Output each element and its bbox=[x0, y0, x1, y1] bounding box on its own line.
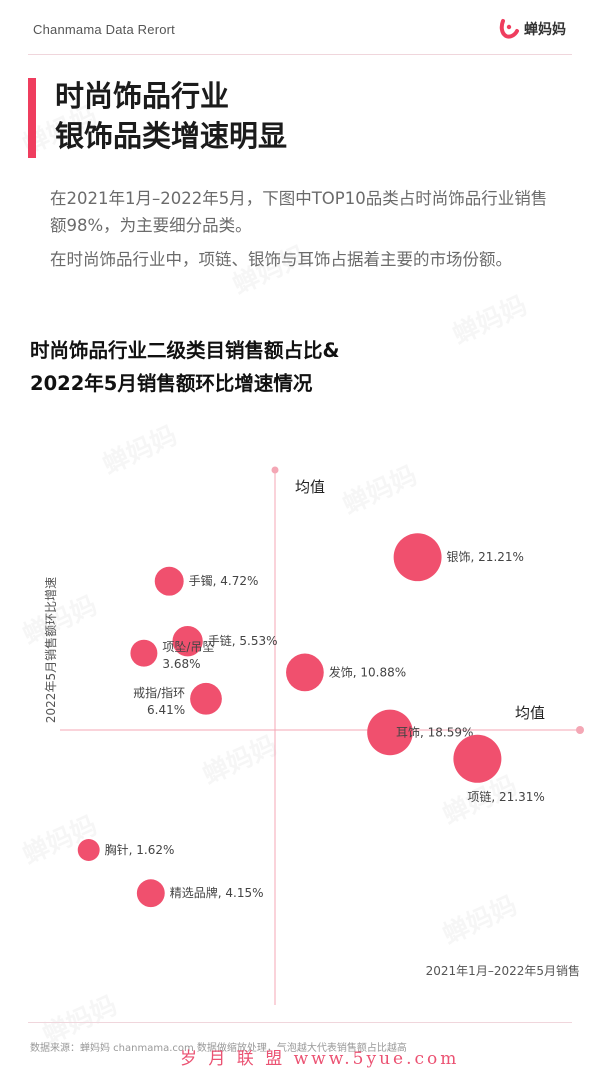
title-accent-bar bbox=[28, 78, 36, 158]
intro-paragraph-2: 在时尚饰品行业中，项链、银饰与耳饰占据着主要的市场份额。 bbox=[50, 250, 512, 269]
bubble-label-3: 项坠/吊坠 3.68% bbox=[162, 640, 214, 671]
brand-watermark: 蝉妈妈 bbox=[446, 285, 532, 352]
x-axis-mean-label: 均值 bbox=[515, 704, 545, 722]
bubble-6 bbox=[367, 709, 413, 756]
bubble-label-6: 耳饰, 18.59% bbox=[396, 725, 473, 739]
bubble-label-1: 手镯, 4.72% bbox=[189, 573, 259, 588]
x-axis-end-dot bbox=[576, 726, 584, 734]
bubble-1 bbox=[154, 566, 184, 596]
intro-paragraph-1: 在2021年1月–2022年5月，下图中TOP10品类占时尚饰品行业销售额98%… bbox=[50, 189, 548, 235]
bubble-9 bbox=[136, 879, 165, 908]
bubble-5 bbox=[190, 682, 222, 715]
chanmama-logo-icon bbox=[498, 18, 520, 40]
bubble-series: 银饰, 21.21% 手镯, 4.72% 手链, 5.53%项坠/吊坠 3.68% 发饰… bbox=[77, 533, 545, 908]
bubble-label-9: 精选品牌, 4.15% bbox=[170, 886, 264, 900]
report-brand-label: Chanmama Data Rerort bbox=[33, 22, 175, 37]
data-source-note: 数据来源：蝉妈妈 chanmama.com 数据做缩放处理，气泡越大代表销售额占… bbox=[30, 1043, 407, 1054]
x-axis-label: 2021年1月–2022年5月销售 bbox=[426, 963, 580, 978]
bubble-0 bbox=[393, 533, 442, 582]
bubble-label-7: 项链, 21.31% bbox=[467, 789, 544, 804]
page-title-line2: 银饰品类增速明显 bbox=[55, 119, 288, 153]
bubble-label-8: 胸针, 1.62% bbox=[105, 842, 175, 857]
bubble-label-2: 手链, 5.53% bbox=[208, 633, 278, 648]
bubble-3 bbox=[130, 639, 158, 667]
y-axis-mean-label: 均值 bbox=[295, 478, 325, 496]
intro-text: 在2021年1月–2022年5月，下图中TOP10品类占时尚饰品行业销售额98%… bbox=[50, 185, 550, 280]
page-title-line1: 时尚饰品行业 bbox=[55, 79, 230, 113]
bubble-chart: 均值 均值 2022年5月销售额环比增速 2021年1月–2022年5月销售 银… bbox=[43, 466, 584, 1005]
y-axis-label: 2022年5月销售额环比增速 bbox=[43, 577, 58, 723]
site-watermark: 岁 月 联 盟 www.5yue.com bbox=[180, 1049, 460, 1069]
bubble-label-4: 发饰, 10.88% bbox=[329, 664, 406, 679]
header-divider bbox=[28, 54, 572, 55]
bubble-7 bbox=[453, 734, 502, 783]
logo-text: 蝉妈妈 bbox=[524, 22, 566, 38]
chart-title-line1: 时尚饰品行业二级类目销售额占比& bbox=[30, 339, 340, 362]
bubble-4 bbox=[286, 653, 324, 692]
y-axis-end-dot bbox=[271, 466, 279, 474]
page-title: 时尚饰品行业 银饰品类增速明显 bbox=[55, 76, 287, 156]
bubble-label-0: 银饰, 21.21% bbox=[447, 550, 524, 564]
chart-title-line2: 2022年5月销售额环比增速情况 bbox=[30, 372, 313, 395]
footer-divider bbox=[28, 1022, 572, 1023]
bubble-2 bbox=[172, 626, 203, 657]
chanmama-logo: 蝉妈妈 bbox=[498, 18, 566, 40]
bubble-label-5: 戒指/指环 6.41% bbox=[133, 685, 185, 717]
bubble-8 bbox=[77, 839, 100, 861]
chart-title: 时尚饰品行业二级类目销售额占比& 2022年5月销售额环比增速情况 bbox=[30, 334, 340, 400]
